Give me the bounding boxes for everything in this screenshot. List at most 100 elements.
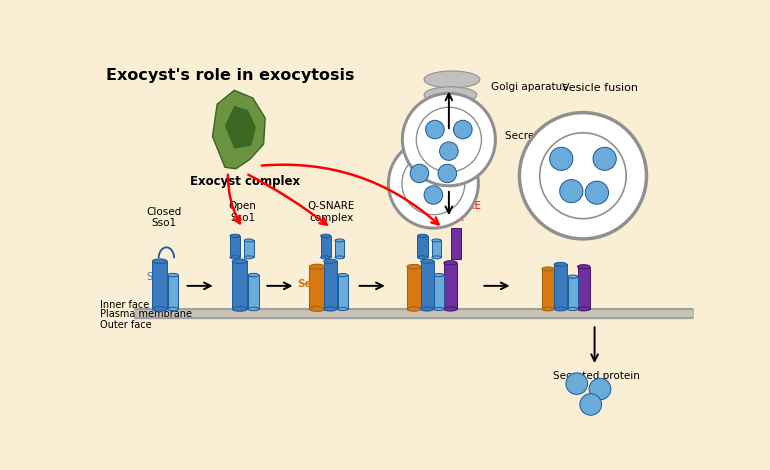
Ellipse shape [432,256,441,259]
Ellipse shape [420,307,434,311]
Ellipse shape [248,307,259,311]
Ellipse shape [554,262,567,266]
Ellipse shape [230,256,240,259]
Ellipse shape [310,264,325,269]
FancyBboxPatch shape [320,236,330,258]
Ellipse shape [152,306,167,311]
Ellipse shape [444,307,457,311]
Ellipse shape [417,256,427,259]
Ellipse shape [335,256,344,259]
Circle shape [454,120,472,139]
FancyBboxPatch shape [233,261,247,309]
FancyBboxPatch shape [152,261,167,309]
FancyBboxPatch shape [451,228,461,259]
FancyBboxPatch shape [578,266,590,309]
Ellipse shape [407,307,421,311]
Ellipse shape [230,234,240,237]
Ellipse shape [444,261,457,265]
Ellipse shape [434,307,444,311]
Circle shape [593,147,616,170]
Polygon shape [225,106,256,149]
Circle shape [403,94,495,186]
Circle shape [417,107,481,172]
Ellipse shape [424,87,477,103]
Text: Vesicle fusion: Vesicle fusion [562,83,638,94]
FancyBboxPatch shape [542,269,554,309]
Circle shape [540,133,626,219]
Ellipse shape [567,307,578,311]
Ellipse shape [168,274,179,277]
FancyBboxPatch shape [554,264,567,309]
FancyBboxPatch shape [335,241,344,258]
Circle shape [438,164,457,183]
Circle shape [560,180,583,203]
Ellipse shape [432,239,441,242]
Ellipse shape [542,267,554,271]
Ellipse shape [426,102,472,117]
Ellipse shape [567,275,578,278]
Text: Inner face: Inner face [100,300,149,310]
Circle shape [520,113,647,239]
Circle shape [550,147,573,170]
Text: Q-SNARE
complex: Q-SNARE complex [307,201,355,223]
Circle shape [589,378,611,400]
FancyBboxPatch shape [432,241,441,258]
Ellipse shape [338,307,348,311]
Ellipse shape [323,259,337,263]
Ellipse shape [554,307,567,311]
Circle shape [410,164,429,183]
FancyBboxPatch shape [407,266,421,309]
Ellipse shape [233,259,247,264]
Ellipse shape [542,307,554,311]
Ellipse shape [152,259,167,264]
FancyBboxPatch shape [434,275,444,309]
FancyBboxPatch shape [338,275,348,309]
Circle shape [440,142,458,160]
Text: Secretory vesicle: Secretory vesicle [504,131,594,141]
Ellipse shape [427,115,467,130]
Text: Plasma membrane: Plasma membrane [100,309,192,319]
Text: Golgi aparatus: Golgi aparatus [491,82,568,92]
Ellipse shape [335,239,344,242]
Text: Exocyst's role in exocytosis: Exocyst's role in exocytosis [105,68,354,83]
Text: Outer face: Outer face [100,320,152,330]
Ellipse shape [320,256,330,259]
Ellipse shape [244,256,253,259]
Ellipse shape [407,265,421,269]
Ellipse shape [320,234,330,237]
Text: Sso1: Sso1 [146,272,170,282]
Circle shape [424,186,443,204]
FancyBboxPatch shape [417,236,427,258]
Ellipse shape [323,307,337,311]
Circle shape [566,373,588,394]
Text: Open
Sso1: Open Sso1 [229,201,256,223]
FancyBboxPatch shape [230,236,240,258]
Text: Ternary SNARE
complex: Ternary SNARE complex [404,201,481,223]
Polygon shape [213,90,265,169]
Ellipse shape [424,71,480,88]
Ellipse shape [434,274,444,277]
Circle shape [402,152,465,215]
Text: Sec9: Sec9 [298,279,326,290]
Circle shape [388,139,478,228]
Ellipse shape [233,306,247,311]
Ellipse shape [578,265,590,268]
Circle shape [585,181,608,204]
Ellipse shape [338,274,348,277]
Text: Secreted protein: Secreted protein [554,370,641,381]
FancyBboxPatch shape [248,275,259,309]
Text: Exocyst complex: Exocyst complex [190,175,300,188]
Ellipse shape [417,234,427,237]
FancyBboxPatch shape [323,261,337,309]
Text: Snc2: Snc2 [424,208,453,218]
Ellipse shape [168,307,179,311]
FancyBboxPatch shape [244,241,253,258]
Ellipse shape [578,307,590,311]
Ellipse shape [420,259,434,263]
Ellipse shape [310,306,325,312]
Circle shape [580,394,601,415]
FancyBboxPatch shape [168,275,179,309]
Ellipse shape [244,239,253,242]
Text: Closed
Sso1: Closed Sso1 [146,206,181,228]
FancyBboxPatch shape [567,277,578,309]
